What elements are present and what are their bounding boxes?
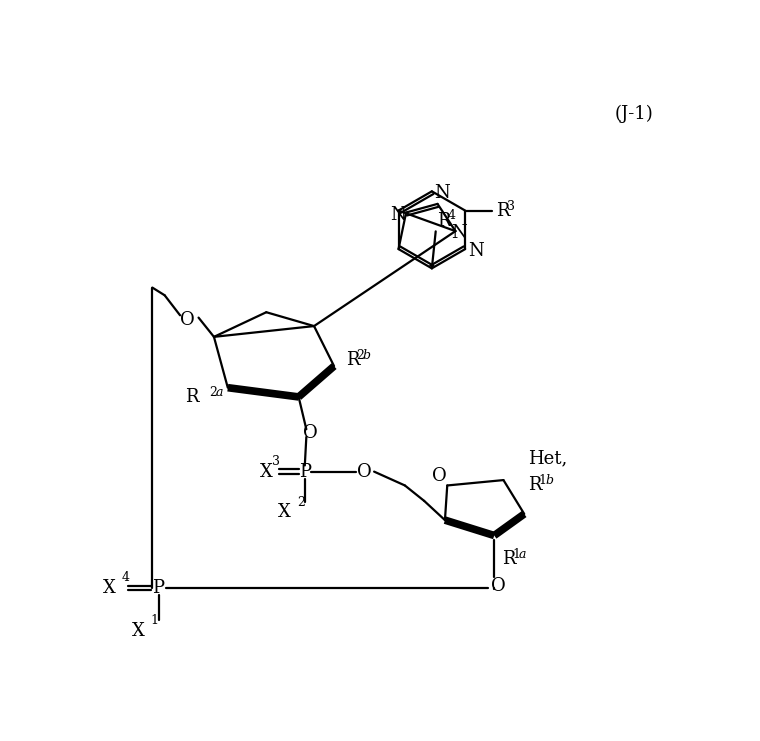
Text: X: X: [260, 462, 273, 481]
Text: 1: 1: [539, 473, 547, 487]
Text: N: N: [468, 242, 484, 259]
Text: N: N: [391, 206, 407, 224]
Text: R: R: [185, 388, 198, 406]
Text: O: O: [491, 576, 505, 594]
Text: 4: 4: [448, 210, 456, 222]
Text: (J-1): (J-1): [614, 104, 653, 123]
Text: R: R: [496, 202, 509, 220]
Text: 2: 2: [297, 496, 305, 508]
Text: 3: 3: [273, 455, 280, 468]
Text: X: X: [103, 579, 116, 597]
Text: b: b: [363, 349, 371, 362]
Text: R: R: [346, 351, 359, 369]
Text: 2: 2: [356, 349, 364, 362]
Text: R: R: [528, 476, 542, 494]
Text: a: a: [216, 386, 223, 399]
Text: 3: 3: [507, 200, 515, 213]
Text: a: a: [519, 548, 527, 560]
Text: P: P: [299, 462, 311, 481]
Text: 2: 2: [209, 386, 217, 399]
Text: Het,: Het,: [528, 450, 568, 468]
Text: b: b: [545, 473, 553, 487]
Text: 4: 4: [122, 571, 129, 584]
Text: P: P: [153, 579, 164, 597]
Text: N: N: [451, 225, 467, 242]
Text: 1: 1: [513, 548, 521, 560]
Text: O: O: [356, 462, 372, 481]
Text: X: X: [278, 503, 291, 522]
Text: N: N: [434, 184, 450, 202]
Text: O: O: [432, 468, 447, 485]
Text: X: X: [131, 622, 144, 640]
Text: R: R: [437, 212, 451, 230]
Text: O: O: [180, 311, 195, 329]
Text: 1: 1: [150, 614, 159, 627]
Text: O: O: [302, 424, 318, 442]
Text: R: R: [502, 550, 515, 568]
